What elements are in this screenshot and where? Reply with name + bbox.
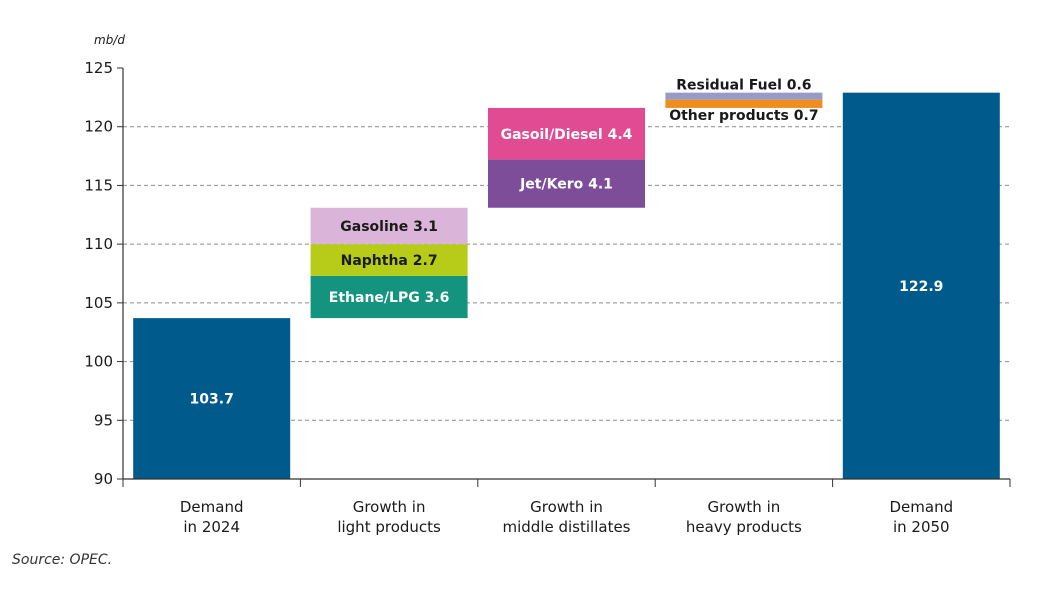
bars: 103.7 122.9 Ethane/LPG 3.6 Naphtha 2.7 Gasol… [133, 78, 1000, 479]
total-bar-label: 103.7 [190, 392, 234, 408]
axes: 125 120 115 110 105 100 95 90 Demand in 2024 Growt… [84, 59, 1011, 536]
x-category-label: Demand [889, 498, 953, 516]
y-tick-label: 95 [94, 411, 113, 429]
total-bar-label: 122.9 [899, 279, 943, 295]
total-bar [842, 92, 1000, 479]
y-tick-label: 110 [84, 235, 113, 253]
x-category-label: in 2024 [183, 518, 240, 536]
segment-bar [665, 99, 823, 108]
x-category-label: heavy products [686, 518, 802, 536]
y-tick-label: 125 [84, 59, 113, 77]
segment-label: Gasoline 3.1 [340, 219, 438, 235]
segment-bar [665, 92, 823, 100]
x-category-label: Growth in [708, 498, 781, 516]
y-tick-label: 120 [84, 118, 113, 136]
segment-label: Other products 0.7 [669, 108, 818, 124]
segment-bar [310, 244, 468, 276]
x-category-label: in 2050 [893, 518, 950, 536]
segment-label: Ethane/LPG 3.6 [329, 290, 450, 306]
x-category-label: Demand [180, 498, 244, 516]
segment-bar [310, 275, 468, 319]
segment-label: Jet/Kero 4.1 [519, 177, 613, 193]
total-bar [133, 318, 291, 479]
x-category-label: middle distillates [503, 518, 631, 536]
y-tick-label: 115 [84, 176, 113, 194]
segment-bar [488, 107, 645, 160]
x-category-label: Growth in [353, 498, 426, 516]
segment-label: Naphtha 2.7 [341, 253, 438, 269]
segment-label: Gasoil/Diesel 4.4 [501, 127, 633, 143]
segment-bar [310, 207, 468, 245]
segment-label: Residual Fuel 0.6 [676, 78, 811, 94]
segment-bar [488, 159, 645, 208]
y-tick-label: 105 [84, 294, 113, 312]
y-tick-label: 100 [84, 353, 113, 371]
source-note: Source: OPEC. [12, 552, 113, 568]
x-category-label: Growth in [530, 498, 603, 516]
y-axis-unit-label: mb/d [94, 33, 125, 47]
y-tick-label: 90 [94, 470, 113, 488]
x-category-label: light products [337, 518, 441, 536]
